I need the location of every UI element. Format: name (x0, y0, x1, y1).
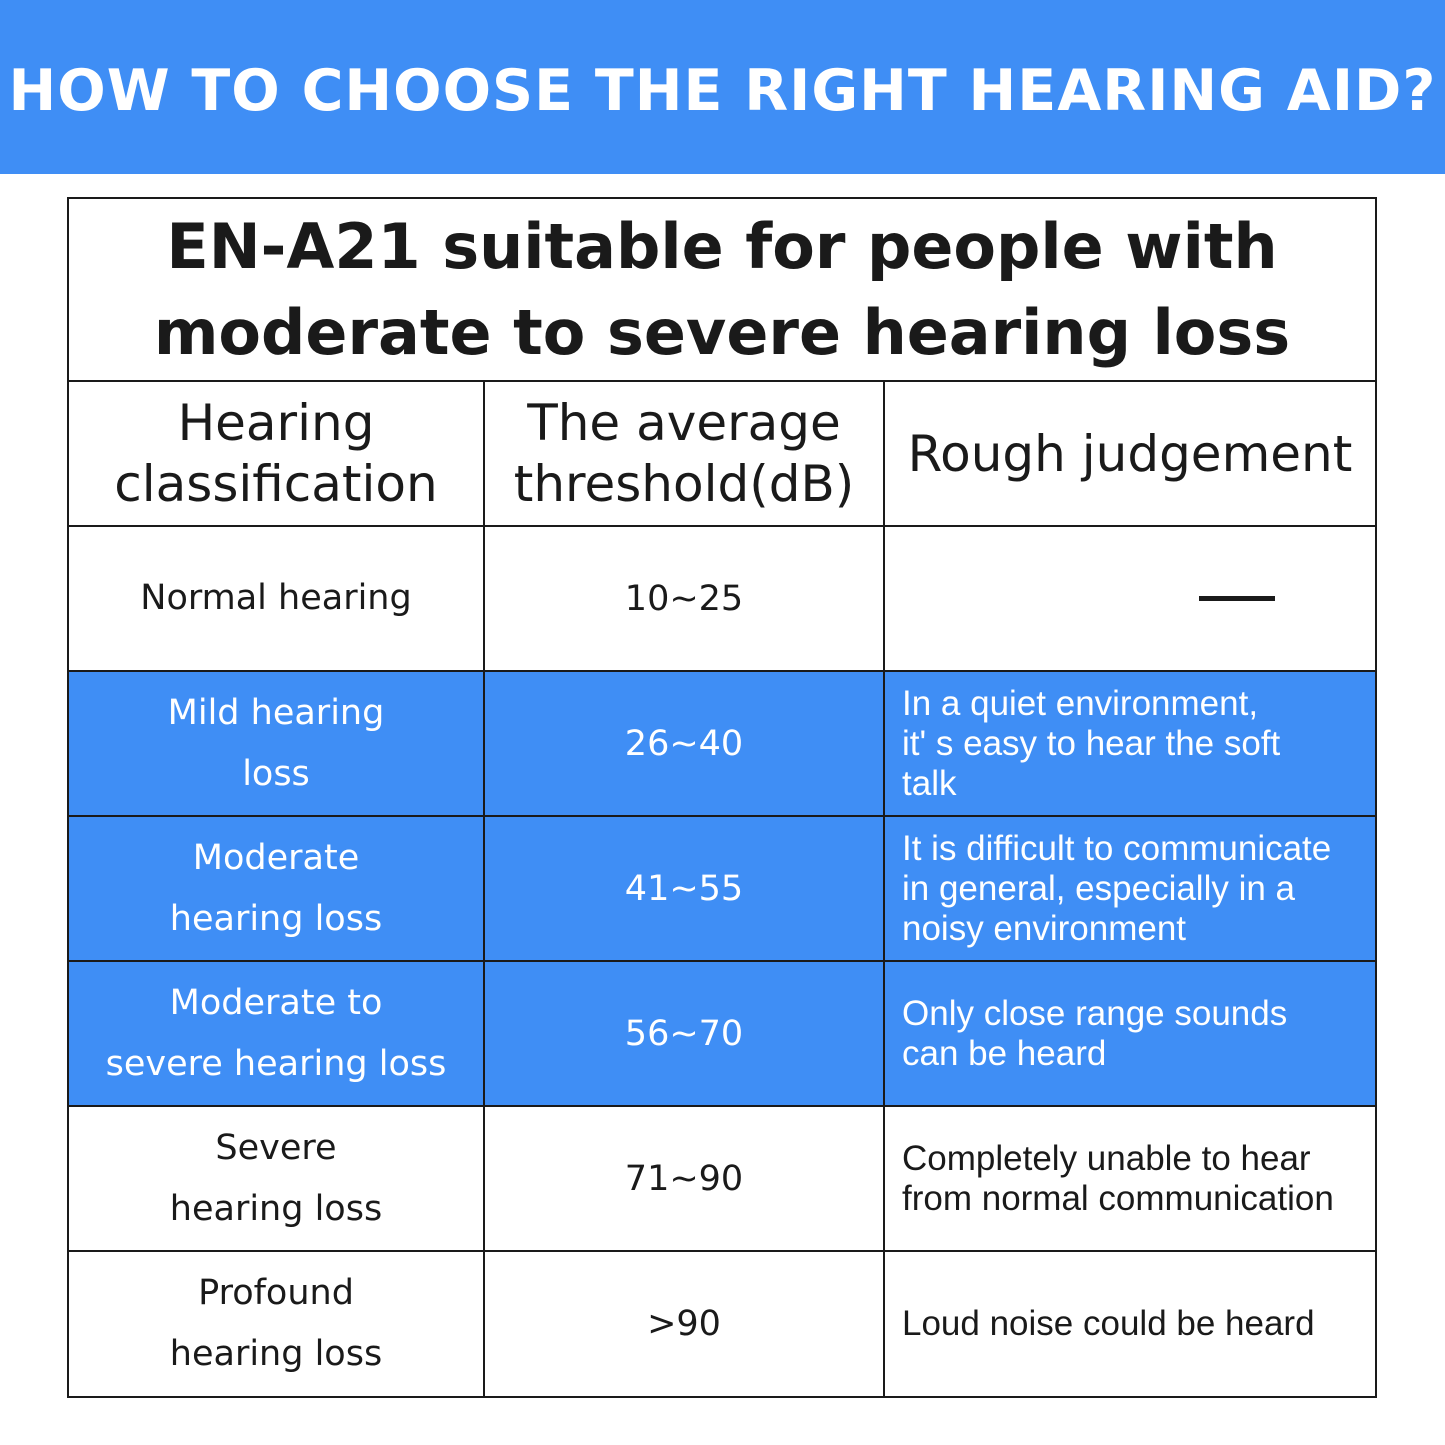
table-row: Profound hearing loss >90 Loud noise could … (69, 1252, 1375, 1396)
classification-text: loss (242, 753, 310, 794)
judgement-text: It is difficult to communicate (902, 828, 1332, 868)
judgement-text: Only close range sounds (902, 993, 1288, 1033)
table-row: Severe hearing loss 71~90 Completely unable… (69, 1107, 1375, 1252)
classification-text: Mild hearing (167, 692, 385, 733)
table-row: Normal hearing 10~25 (69, 527, 1375, 672)
cell-judgement: Completely unable to hear from normal com… (885, 1107, 1375, 1250)
table-row: Moderate to severe hearing loss 56~70 Only … (69, 962, 1375, 1107)
judgement-text: it' s easy to hear the soft (902, 723, 1281, 763)
classification-text: Moderate (192, 837, 360, 878)
classification-text: Severe (215, 1127, 337, 1168)
cell-threshold: >90 (485, 1252, 885, 1396)
threshold-value: 26~40 (624, 723, 744, 764)
title-banner: HOW TO CHOOSE THE RIGHT HEARING AID? (0, 0, 1445, 174)
judgement-text: can be heard (902, 1033, 1107, 1073)
judgement-text: In a quiet environment, (902, 683, 1259, 723)
table-caption: EN-A21 suitable for people with moderate… (69, 199, 1375, 382)
cell-classification: Mild hearing loss (69, 672, 485, 815)
header-classification-line: classification (114, 454, 438, 513)
cell-threshold: 56~70 (485, 962, 885, 1105)
cell-classification: Normal hearing (69, 527, 485, 670)
table-row: Mild hearing loss 26~40 In a quiet environm… (69, 672, 1375, 817)
cell-classification: Profound hearing loss (69, 1252, 485, 1396)
cell-threshold: 26~40 (485, 672, 885, 815)
threshold-value: 71~90 (624, 1158, 744, 1199)
page-title: HOW TO CHOOSE THE RIGHT HEARING AID? (8, 58, 1437, 124)
caption-line-1: EN-A21 suitable for people with (166, 209, 1278, 283)
judgement-text: Loud noise could be heard (902, 1304, 1315, 1343)
classification-text: hearing loss (169, 898, 383, 939)
header-classification-line: Hearing (177, 393, 375, 452)
cell-classification: Moderate to severe hearing loss (69, 962, 485, 1105)
threshold-value: 41~55 (624, 868, 744, 909)
cell-classification: Severe hearing loss (69, 1107, 485, 1250)
cell-judgement: In a quiet environment, it' s easy to hea… (885, 672, 1375, 815)
judgement-text: noisy environment (902, 908, 1187, 948)
classification-text: severe hearing loss (105, 1043, 447, 1084)
cell-judgement: It is difficult to communicate in general… (885, 817, 1375, 960)
header-judgement-label: Rough judgement (907, 424, 1353, 483)
table-header-row: Hearing classification The average thres… (69, 382, 1375, 527)
cell-judgement (885, 527, 1375, 670)
caption-line-2: moderate to severe hearing loss (153, 295, 1291, 369)
threshold-value: 56~70 (624, 1013, 744, 1054)
judgement-text: from normal communication (902, 1178, 1334, 1218)
header-threshold-line: threshold(dB) (513, 454, 855, 513)
classification-text: hearing loss (169, 1334, 383, 1374)
cell-classification: Moderate hearing loss (69, 817, 485, 960)
judgement-text: talk (902, 763, 957, 803)
header-threshold-line: The average (527, 393, 841, 452)
judgement-text: in general, especially in a (902, 868, 1296, 908)
cell-judgement: Only close range sounds can be heard (885, 962, 1375, 1105)
dash-mark (1198, 596, 1275, 601)
threshold-value: >90 (647, 1304, 721, 1344)
header-judgement: Rough judgement (885, 382, 1375, 525)
cell-threshold: 71~90 (485, 1107, 885, 1250)
header-threshold: The average threshold(dB) (485, 382, 885, 525)
hearing-table: EN-A21 suitable for people with moderate… (67, 197, 1377, 1398)
classification-text: Normal hearing (140, 578, 412, 618)
cell-judgement: Loud noise could be heard (885, 1252, 1375, 1396)
classification-text: Moderate to (169, 982, 383, 1023)
judgement-text: Completely unable to hear (902, 1138, 1311, 1178)
table-row: Moderate hearing loss 41~55 It is difficult… (69, 817, 1375, 962)
header-classification: Hearing classification (69, 382, 485, 525)
classification-text: hearing loss (169, 1188, 383, 1229)
cell-threshold: 10~25 (485, 527, 885, 670)
cell-threshold: 41~55 (485, 817, 885, 960)
threshold-value: 10~25 (624, 578, 744, 619)
classification-text: Profound (198, 1273, 354, 1313)
